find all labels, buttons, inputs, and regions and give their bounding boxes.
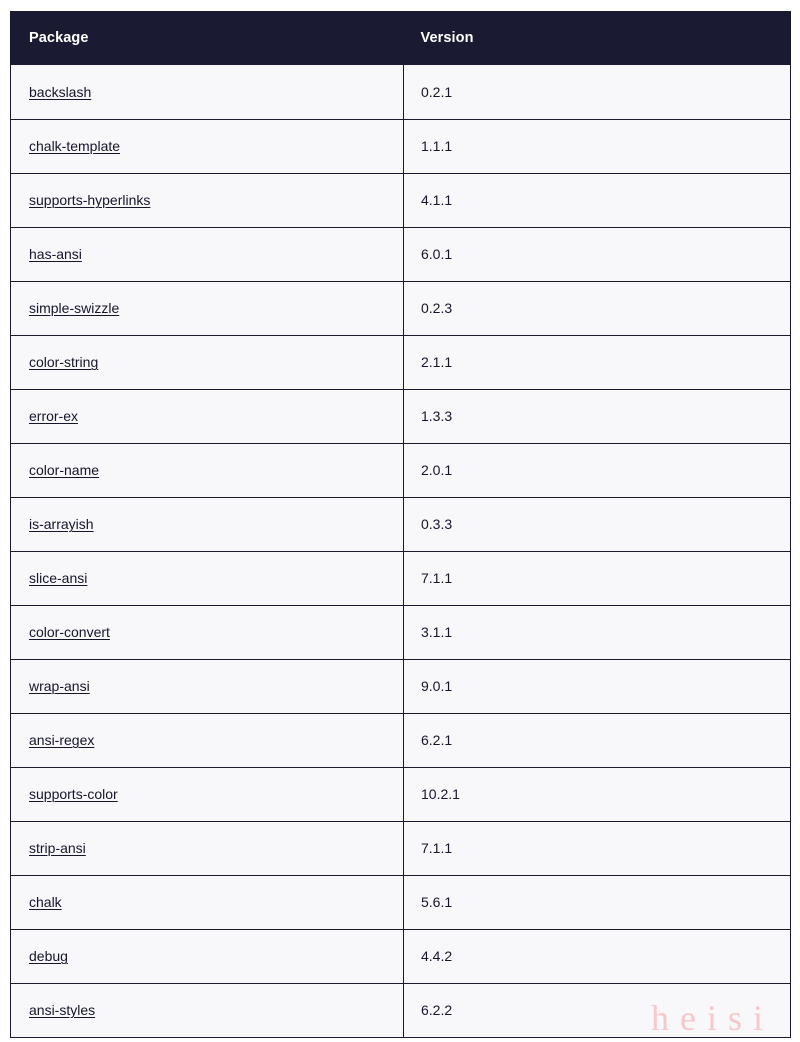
table-row: color-convert 3.1.1 — [10, 604, 791, 659]
cell-package: supports-hyperlinks — [10, 172, 404, 227]
cell-package: ansi-regex — [10, 712, 404, 767]
cell-version: 7.1.1 — [403, 550, 791, 605]
table-row: simple-swizzle 0.2.3 — [10, 280, 791, 335]
package-link[interactable]: strip-ansi — [29, 840, 86, 856]
table-row: supports-hyperlinks 4.1.1 — [10, 172, 791, 227]
cell-package: ansi-styles — [10, 982, 404, 1037]
table-row: color-name 2.0.1 — [10, 442, 791, 497]
cell-version: 4.4.2 — [403, 928, 791, 983]
cell-package: has-ansi — [10, 226, 404, 281]
package-link[interactable]: ansi-styles — [29, 1002, 96, 1018]
cell-version: 7.1.1 — [403, 820, 791, 875]
package-link[interactable]: wrap-ansi — [29, 678, 90, 694]
cell-version: 5.6.1 — [403, 874, 791, 929]
table-header-row: Package Version — [10, 11, 791, 65]
package-link[interactable]: color-string — [29, 354, 99, 370]
cell-version: 0.2.1 — [421, 83, 453, 100]
cell-version: 2.0.1 — [403, 442, 791, 497]
cell-package: color-convert — [10, 604, 404, 659]
column-header-version: Version — [420, 30, 474, 46]
cell-version: 2.1.1 — [403, 334, 791, 389]
table-row: supports-color 10.2.1 — [10, 766, 791, 821]
cell-version: 6.0.1 — [403, 226, 791, 281]
cell-version: 9.0.1 — [403, 658, 791, 713]
package-link[interactable]: has-ansi — [29, 246, 82, 262]
cell-package: chalk-template — [10, 118, 404, 173]
table-header: Package Version — [10, 11, 791, 65]
package-link[interactable]: is-arrayish — [29, 516, 94, 532]
table-row: chalk-template 1.1.1 — [10, 118, 791, 173]
cell-package: color-string — [10, 334, 404, 389]
package-link[interactable]: backslash — [29, 83, 92, 100]
cell-package: simple-swizzle — [10, 280, 404, 335]
package-link[interactable]: error-ex — [29, 408, 79, 424]
package-link[interactable]: color-convert — [29, 624, 110, 640]
table-row: chalk 5.6.1 — [10, 874, 791, 929]
table-row: debug 4.4.2 — [10, 928, 791, 983]
package-link[interactable]: supports-color — [29, 786, 118, 802]
table-row: backslash 0.2.1 — [10, 65, 791, 119]
table-row: ansi-regex 6.2.1 — [10, 712, 791, 767]
cell-version: 1.1.1 — [403, 118, 791, 173]
package-link[interactable]: chalk — [29, 894, 62, 910]
cell-package: backslash — [10, 65, 404, 119]
cell-version: 0.2.3 — [403, 280, 791, 335]
package-link[interactable]: debug — [29, 948, 68, 964]
table-row: slice-ansi 7.1.1 — [10, 550, 791, 605]
package-link[interactable]: chalk-template — [29, 138, 121, 154]
table-row: wrap-ansi 9.0.1 — [10, 658, 791, 713]
cell-package: debug — [10, 928, 404, 983]
package-link[interactable]: ansi-regex — [29, 732, 95, 748]
table-row: strip-ansi 7.1.1 — [10, 820, 791, 875]
table-row: ansi-styles 6.2.2 — [10, 982, 791, 1037]
table-row: has-ansi 6.0.1 — [10, 226, 791, 281]
package-version-table: Package Version backslash 0.2.1 chalk-temp… — [10, 11, 791, 1038]
cell-package: is-arrayish — [10, 496, 404, 551]
package-link[interactable]: simple-swizzle — [29, 300, 120, 316]
cell-package: error-ex — [10, 388, 404, 443]
cell-version: 4.1.1 — [403, 172, 791, 227]
cell-version: 10.2.1 — [403, 766, 791, 821]
cell-version: 6.2.1 — [403, 712, 791, 767]
cell-version: 6.2.2 — [403, 982, 791, 1037]
cell-version: 1.3.3 — [403, 388, 791, 443]
cell-version: 0.3.3 — [403, 496, 791, 551]
package-link[interactable]: color-name — [29, 462, 100, 478]
cell-package: wrap-ansi — [10, 658, 404, 713]
package-link[interactable]: supports-hyperlinks — [29, 192, 151, 208]
cell-package: supports-color — [10, 766, 404, 821]
cell-package: chalk — [10, 874, 404, 929]
package-link[interactable]: slice-ansi — [29, 570, 88, 586]
cell-package: slice-ansi — [10, 550, 404, 605]
cell-package: color-name — [10, 442, 404, 497]
table-row: error-ex 1.3.3 — [10, 388, 791, 443]
table-body: backslash 0.2.1 chalk-template 1.1.1 support… — [10, 65, 791, 1037]
table-row: is-arrayish 0.3.3 — [10, 496, 791, 551]
table-row: color-string 2.1.1 — [10, 334, 791, 389]
cell-version: 3.1.1 — [403, 604, 791, 659]
cell-package: strip-ansi — [10, 820, 404, 875]
column-header-package: Package — [29, 30, 89, 46]
